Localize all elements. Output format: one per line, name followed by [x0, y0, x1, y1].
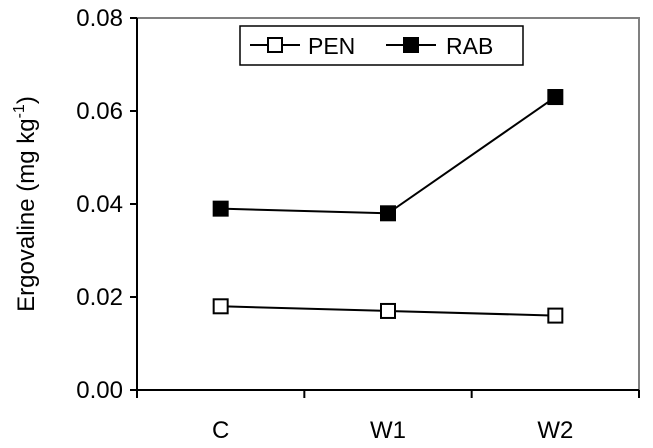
y-tick-label: 0.02	[76, 284, 123, 311]
y-tick-label: 0.06	[76, 98, 123, 125]
legend-label-rab: RAB	[446, 33, 493, 59]
legend-label-pen: PEN	[308, 33, 355, 59]
data-point-rab	[212, 200, 229, 217]
legend-marker-rab	[403, 37, 419, 53]
y-ticks: 0.00 0.02 0.04 0.06 0.08	[76, 5, 137, 404]
data-point-rab	[380, 205, 396, 222]
y-axis-title: Ergovaline (mg kg-1)	[11, 96, 40, 312]
series-line-rab	[220, 96, 556, 215]
x-tick-label: W1	[370, 417, 406, 444]
y-tick-label: 0.00	[76, 377, 123, 404]
data-point-rab	[547, 89, 564, 106]
x-ticks: C W1 W2	[136, 390, 640, 444]
legend-marker-pen	[267, 37, 283, 53]
data-point-pen	[212, 298, 229, 315]
y-tick-label: 0.08	[76, 5, 123, 32]
data-point-pen	[380, 302, 396, 319]
x-tick-label: C	[212, 417, 229, 444]
data-point-pen	[547, 307, 564, 324]
x-tick-label: W2	[537, 417, 573, 444]
plot-frame	[136, 17, 640, 391]
series-layer	[212, 89, 564, 324]
legend: PEN RAB	[239, 25, 524, 66]
y-tick-label: 0.04	[76, 191, 123, 218]
y-axis-title-superscript: -1	[11, 104, 28, 118]
